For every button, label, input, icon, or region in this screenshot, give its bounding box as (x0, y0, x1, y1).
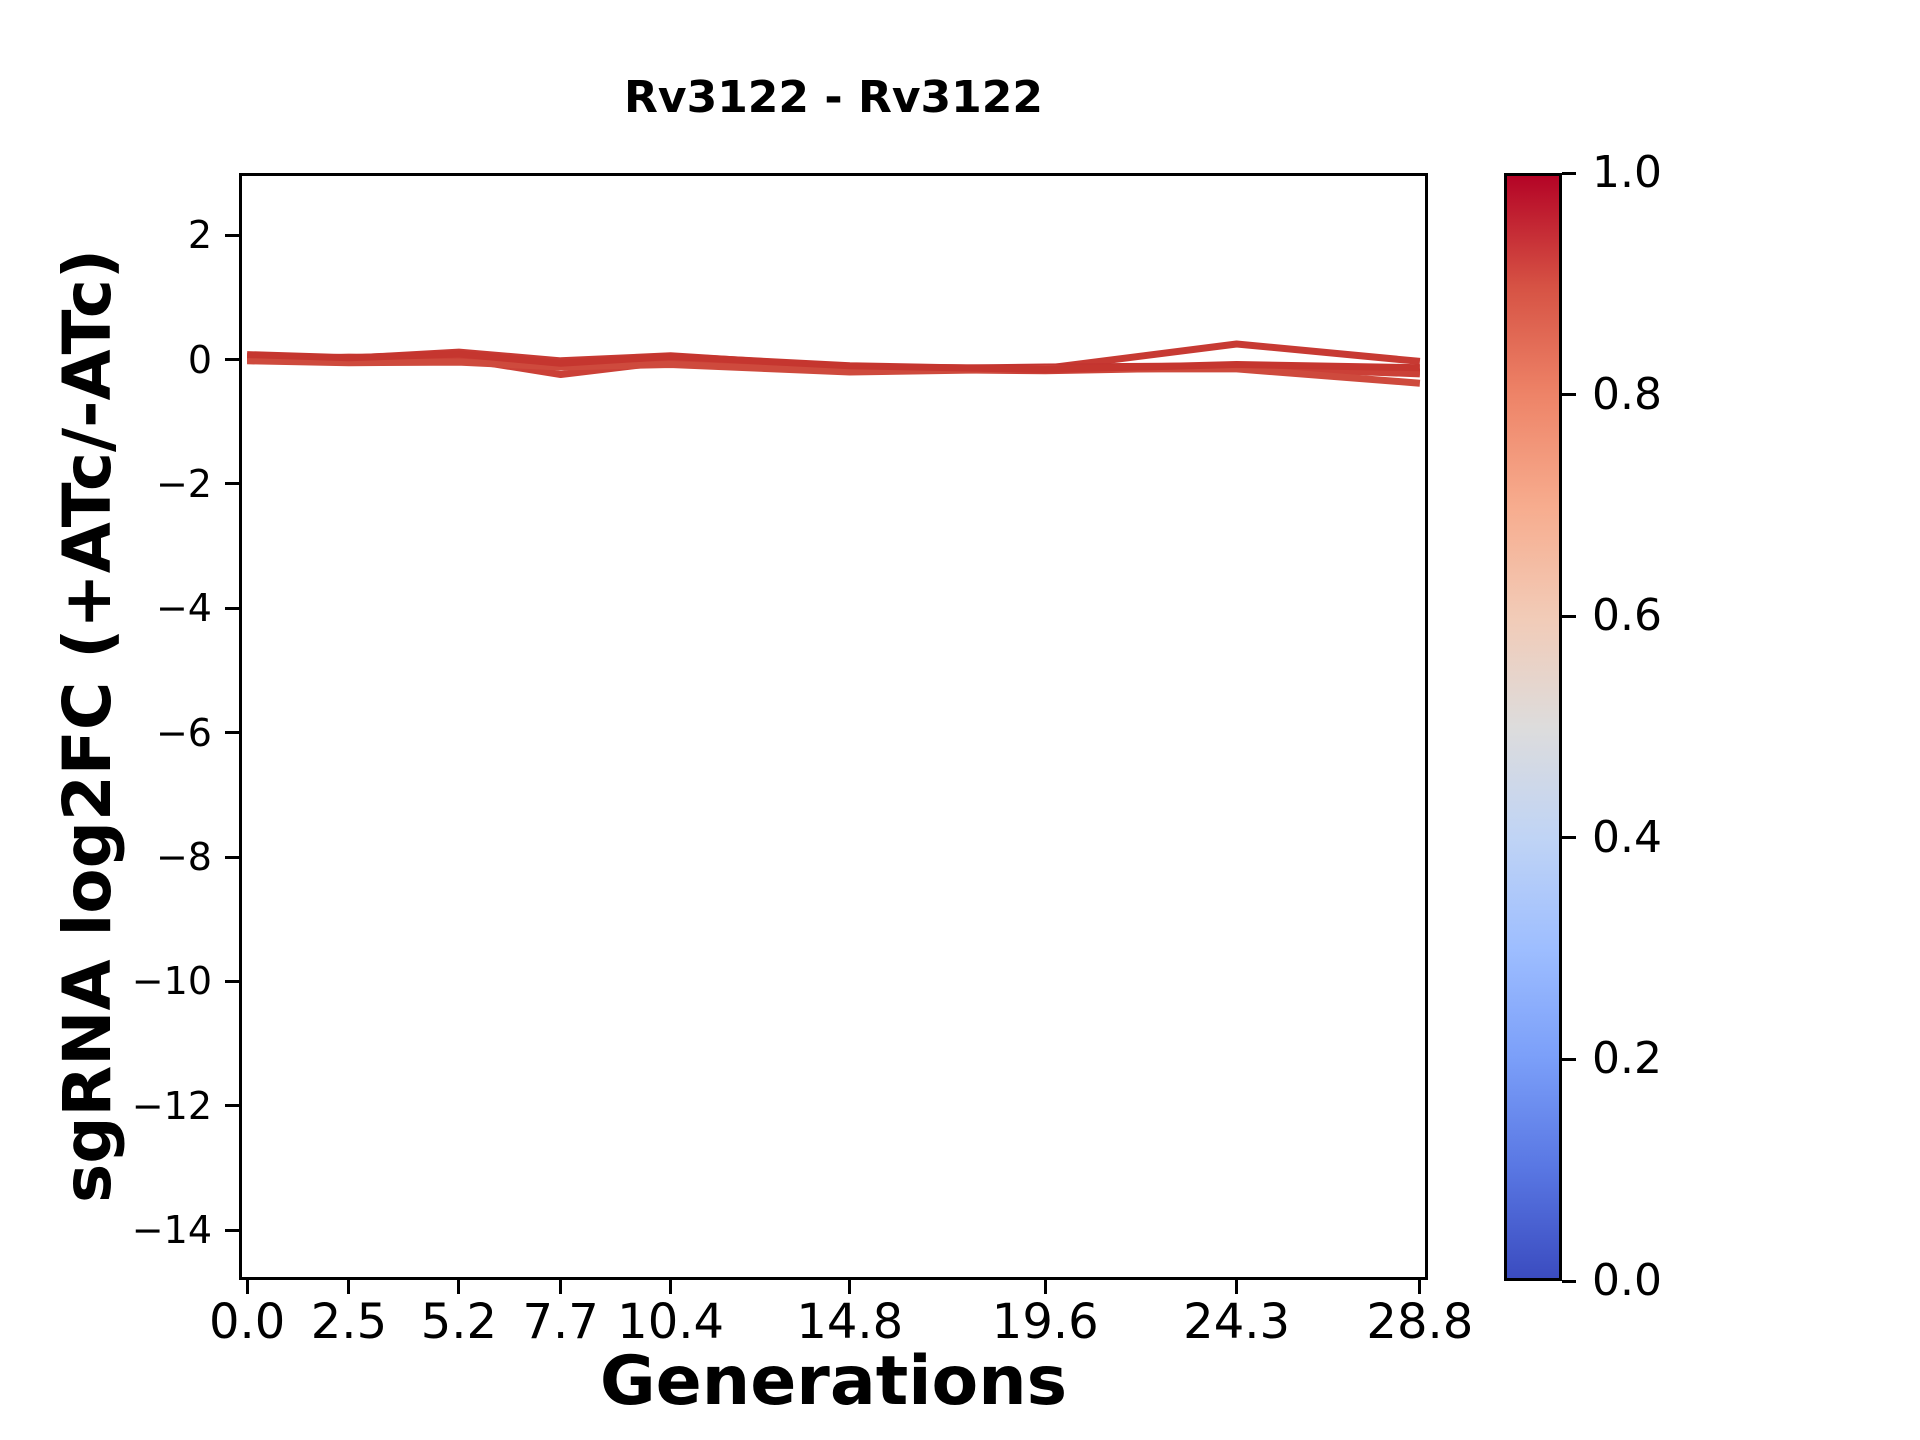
colorbar-tick-mark (1562, 836, 1576, 840)
x-tick-label: 24.3 (1183, 1294, 1291, 1350)
y-tick-label: −4 (155, 586, 212, 631)
y-tick-label: −14 (131, 1208, 212, 1253)
colorbar-tick-mark (1562, 1279, 1576, 1283)
plot-area (239, 173, 1428, 1280)
x-tick-label: 2.5 (310, 1294, 388, 1350)
colorbar-tick-mark (1562, 171, 1576, 175)
y-tick-label: −8 (155, 835, 212, 880)
x-tick-label: 14.8 (796, 1294, 904, 1350)
colorbar-tick-label: 0.4 (1592, 811, 1662, 863)
colorbar-tick-label: 0.2 (1592, 1033, 1662, 1085)
y-tick-mark (225, 233, 239, 237)
colorbar-tick-label: 0.8 (1592, 368, 1662, 420)
colorbar-tick-mark (1562, 393, 1576, 397)
x-tick-mark (245, 1280, 249, 1294)
colorbar-tick-label: 1.0 (1592, 147, 1662, 198)
x-tick-mark (347, 1280, 351, 1294)
colorbar (1504, 173, 1562, 1281)
y-tick-mark (225, 1104, 239, 1108)
y-tick-mark (225, 1228, 239, 1232)
y-tick-mark (225, 482, 239, 486)
x-tick-mark (559, 1280, 563, 1294)
colorbar-tick-label: 0.0 (1592, 1255, 1662, 1306)
y-tick-label: 2 (187, 213, 212, 258)
x-tick-label: 7.7 (522, 1294, 599, 1350)
y-tick-label: −6 (155, 710, 212, 755)
plot-title: Rv3122 - Rv3122 (624, 72, 1043, 123)
x-tick-label: 5.2 (420, 1294, 498, 1350)
colorbar-tick-mark (1562, 614, 1576, 618)
y-tick-label: −12 (131, 1083, 212, 1128)
y-tick-label: −10 (131, 959, 212, 1004)
colorbar-tick-mark (1562, 1057, 1576, 1061)
x-tick-label: 0.0 (208, 1294, 286, 1350)
x-tick-mark (669, 1280, 673, 1294)
x-tick-mark (1235, 1280, 1239, 1294)
x-tick-mark (1043, 1280, 1047, 1294)
y-tick-mark (225, 606, 239, 610)
x-tick-mark (848, 1280, 852, 1294)
y-tick-mark (225, 855, 239, 859)
x-tick-label: 10.4 (617, 1294, 725, 1350)
y-tick-label: −2 (155, 461, 212, 506)
y-tick-label: 0 (187, 337, 212, 382)
x-tick-mark (457, 1280, 461, 1294)
y-tick-mark (225, 358, 239, 362)
y-tick-mark (225, 979, 239, 983)
x-tick-label: 28.8 (1366, 1294, 1474, 1350)
y-tick-mark (225, 731, 239, 735)
colorbar-tick-label: 0.6 (1592, 590, 1662, 642)
x-axis-label: Generations (599, 1342, 1068, 1421)
x-tick-mark (1418, 1280, 1422, 1294)
x-tick-label: 19.6 (991, 1294, 1099, 1350)
